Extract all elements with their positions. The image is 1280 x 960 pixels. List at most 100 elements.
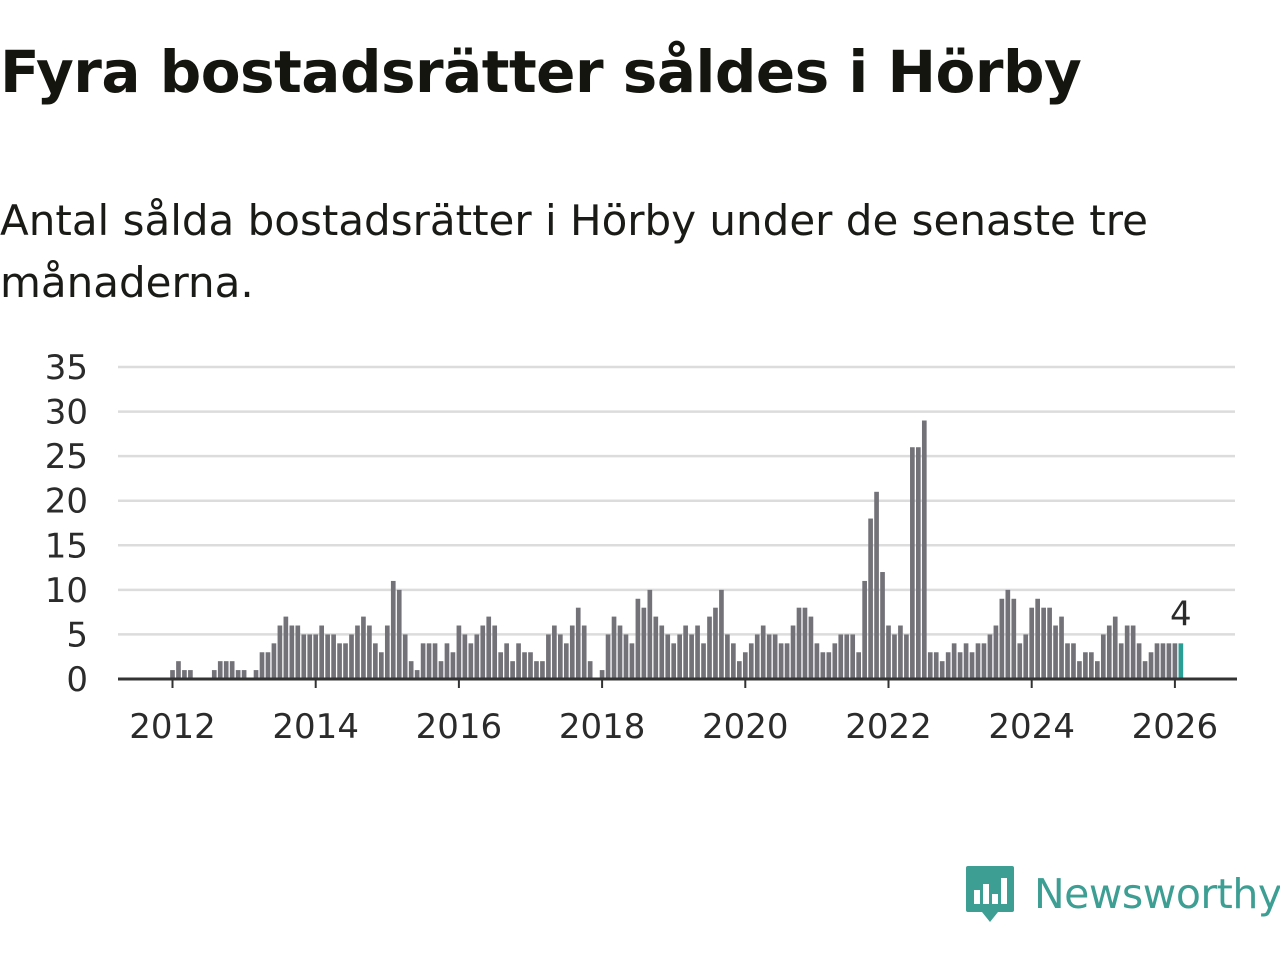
bar [396,589,402,679]
x-tick-label: 2024 [988,707,1075,747]
x-tick-label: 2012 [129,707,216,747]
bar [623,634,629,679]
bar [892,634,897,679]
bar [1047,607,1052,679]
bar [784,643,790,679]
bar [844,634,850,679]
bar [480,625,486,679]
bar [211,670,217,679]
bar [957,652,963,679]
bar [1029,607,1035,679]
y-tick-label: 5 [66,615,88,655]
bar [742,652,748,679]
bar [253,670,259,679]
bar [408,661,414,679]
bar [426,643,432,679]
x-tick-label: 2026 [1132,707,1219,747]
y-tick-label: 35 [45,348,88,388]
bar [283,616,289,679]
bar [271,643,277,679]
bar [1136,643,1142,679]
bar [945,652,951,679]
bar [319,625,324,679]
bar [402,634,408,679]
bar [516,643,521,679]
x-tick-label: 2016 [416,707,503,747]
bar [814,643,820,679]
bar [975,643,981,679]
gridlines [118,365,1235,636]
bar [731,643,736,679]
bar [916,447,921,679]
bar [450,652,456,679]
bar [534,661,539,679]
bar [1035,598,1040,679]
bar [1166,643,1172,679]
bar [1011,598,1017,679]
bar [695,625,700,679]
bar [1065,643,1070,679]
bar-highlight [1178,643,1184,679]
bar [850,634,856,679]
x-tick-label: 2022 [845,707,932,747]
bar [235,670,241,679]
x-tick-label: 2014 [272,707,359,747]
bar [981,643,987,679]
bar [1100,634,1106,679]
bar [373,643,378,679]
bar [325,634,330,679]
bar [832,643,838,679]
bar [575,607,581,679]
bar [343,643,348,679]
bar [1118,643,1124,679]
bar [349,634,354,679]
bar [963,643,969,679]
bar [707,616,712,679]
bar [993,625,999,679]
bar [802,607,808,679]
bar [486,616,492,679]
bar [1124,625,1130,679]
bar [1089,652,1094,679]
y-tick-label: 20 [45,482,88,522]
bar [1106,625,1112,679]
bar [367,625,372,679]
bar [474,634,480,679]
bar [331,634,336,679]
bar [898,625,903,679]
bar [355,625,360,679]
bar [671,643,677,679]
bar [862,580,867,679]
bar [229,661,235,679]
bar [1059,616,1064,679]
bar [223,661,229,679]
bar [390,580,396,679]
bar [1005,589,1011,679]
newsworthy-logo-icon [966,866,1014,922]
x-tick-label: 2020 [702,707,789,747]
bar [737,661,742,679]
bar [611,616,617,679]
bar [504,643,509,679]
bar [498,652,503,679]
bar [904,634,909,679]
bar [1130,625,1136,679]
bar [277,625,283,679]
bar [313,634,319,679]
bar [868,518,873,679]
bar [683,625,688,679]
chart-subtitle: Antal sålda bostadsrätter i Hörby under … [0,196,1148,307]
bar [677,634,682,679]
bars [170,420,1184,679]
bar [951,643,957,679]
bar [766,634,772,679]
bar [1160,643,1166,679]
bar [1095,661,1100,679]
bar [754,634,760,679]
bar [760,625,766,679]
bar [939,661,945,679]
bar [856,652,861,679]
bar [725,634,730,679]
bar [468,643,474,679]
